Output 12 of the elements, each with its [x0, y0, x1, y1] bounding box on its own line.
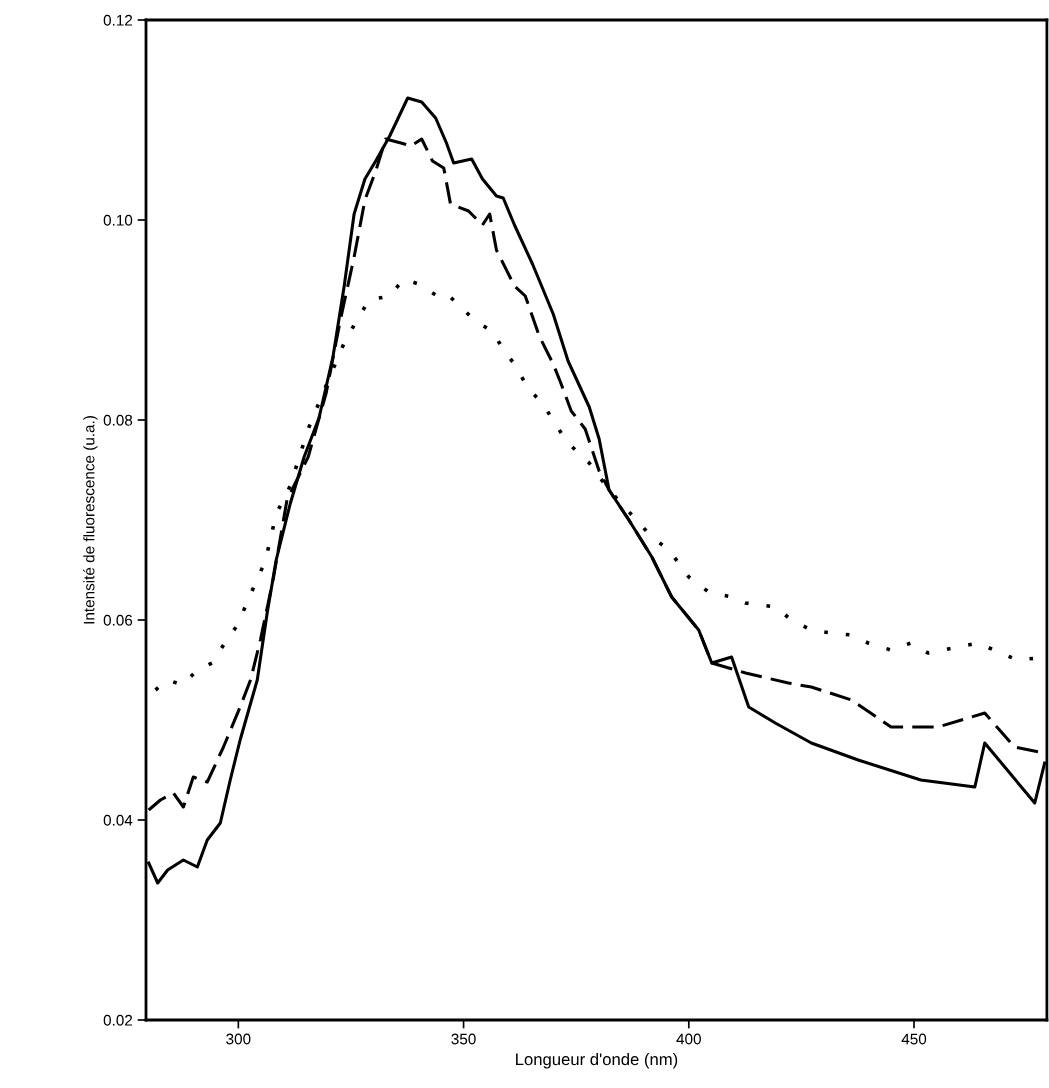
- x-tick-label: 300: [226, 1033, 251, 1045]
- y-tick-label: 0.02: [103, 1014, 133, 1026]
- x-axis-title: Longueur d'onde (nm): [516, 1052, 678, 1069]
- y-axis-title: Intensité de fluorescence (u.a.): [83, 416, 98, 624]
- x-tick-label: 450: [901, 1033, 927, 1045]
- y-tick-label: 0.12: [103, 14, 133, 26]
- y-tick-label: 0.10: [103, 214, 133, 226]
- y-tick-label: 0.04: [103, 814, 133, 826]
- x-tick-label: 350: [451, 1033, 476, 1045]
- x-tick-label: 400: [676, 1033, 701, 1045]
- y-tick-label: 0.08: [103, 414, 133, 426]
- y-tick-label: 0.06: [103, 614, 133, 626]
